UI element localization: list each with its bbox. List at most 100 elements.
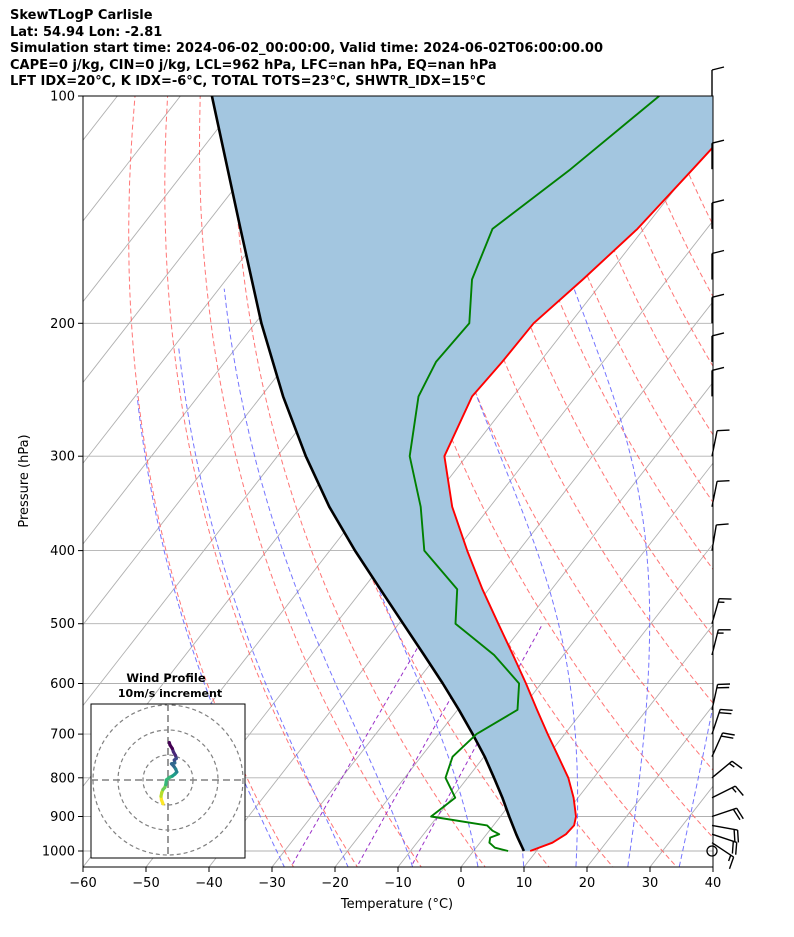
wind-barb-flag [720, 735, 734, 739]
wind-barb-staff [711, 833, 737, 844]
dry-adiabat [232, 96, 486, 867]
wind-barb-calm [706, 845, 718, 857]
wind-barb-staff [711, 824, 738, 831]
wind-barb [711, 708, 733, 735]
y-tick-label: 800 [50, 771, 75, 786]
wind-barb-staff [711, 732, 724, 757]
wind-barb-flag [717, 429, 730, 432]
wind-barb-flag [711, 293, 725, 298]
wind-barb [711, 824, 740, 843]
moist-adiabat [399, 96, 579, 867]
y-axis-label: Pressure (hPa) [17, 434, 32, 527]
hodograph-title: Wind Profile [126, 671, 206, 685]
moist-adiabat [726, 62, 794, 883]
x-axis-label: Temperature (°C) [340, 897, 453, 912]
wind-barb-flag [732, 808, 741, 821]
x-tick-label: 40 [705, 876, 722, 891]
isotherm-line [712, 866, 713, 867]
dry-adiabat [128, 96, 295, 867]
parcel-profile-line [210, 96, 526, 852]
hodograph-subtitle: 10m/s increment [118, 687, 222, 700]
isotherm-line [764, 62, 794, 883]
dry-adiabat [198, 96, 422, 867]
wind-barb-staff [711, 785, 736, 799]
hodograph-segment [167, 740, 172, 747]
y-tick-label: 900 [50, 810, 75, 825]
isotherm-line [586, 704, 713, 867]
dry-adiabat [428, 96, 713, 704]
location-coordinates: Lat: 54.94 Lon: -2.81 [10, 24, 163, 40]
wind-barb-flag [711, 199, 725, 204]
wind-barb [711, 293, 725, 324]
y-tick-label: 200 [50, 317, 75, 332]
wind-barb-flag [728, 856, 735, 870]
wind-barb-flag [736, 830, 740, 843]
wind-barb-flag [720, 708, 733, 711]
moist-adiabat [514, 96, 651, 867]
y-tick-label: 700 [50, 728, 75, 743]
x-tick-label: −30 [258, 876, 285, 891]
simulation-times: Simulation start time: 2024-06-02_00:00:… [10, 41, 603, 56]
wind-barb-half-flag [727, 854, 732, 862]
temperature-line [443, 145, 713, 852]
wind-barb-half-flag [731, 787, 737, 793]
wind-barb-flag [733, 829, 736, 842]
dry-adiabat [740, 62, 794, 883]
dry-adiabat [164, 96, 358, 867]
wind-barb [711, 760, 743, 779]
stability-indices: LFT IDX=20°C, K IDX=-6°C, TOTAL TOTS=23°… [10, 74, 486, 89]
x-axis-ticks: −60 −50 −40 −30 −20 −10 0 10 20 30 40 [69, 867, 721, 891]
wind-barb [711, 249, 725, 280]
wind-barb-flag [722, 732, 735, 736]
wind-barb [711, 139, 725, 170]
dry-adiabat [526, 96, 713, 504]
wind-barb-flag [719, 712, 732, 715]
wind-barb-flag [711, 332, 725, 337]
dry-adiabat [264, 96, 550, 867]
x-tick-label: −10 [384, 876, 411, 891]
dry-adiabat [708, 62, 794, 883]
y-tick-label: 400 [50, 544, 75, 559]
dry-adiabat [362, 96, 713, 839]
wind-barb [711, 785, 744, 799]
x-tick-label: 10 [516, 876, 533, 891]
wind-barb-flag [711, 139, 725, 144]
dry-adiabat [772, 62, 794, 883]
wind-barb [711, 842, 735, 870]
y-axis-ticks: 1000 900 800 700 600 500 400 300 200 100 [42, 90, 83, 860]
y-tick-label: 1000 [42, 845, 75, 860]
x-tick-label: −20 [321, 876, 348, 891]
chart-title: SkewTLogP Carlisle [10, 8, 153, 23]
isotherm-line [523, 623, 713, 867]
wind-barb [711, 807, 744, 821]
cape-cin-area [211, 96, 713, 851]
y-tick-label: 300 [50, 450, 75, 465]
dry-adiabat [558, 96, 713, 436]
x-tick-label: −60 [69, 876, 96, 891]
isotherm-line [83, 96, 244, 303]
x-tick-label: 0 [457, 876, 465, 891]
isotherm-line [83, 96, 307, 384]
isotherm-line [334, 381, 713, 867]
cape-cin-shading [211, 96, 713, 851]
y-tick-label: 500 [50, 617, 75, 632]
dewpoint-line [408, 96, 660, 852]
moist-adiabat [223, 288, 414, 867]
hodograph-inset [90, 703, 246, 859]
x-tick-label: −50 [132, 876, 159, 891]
isotherm-line [208, 220, 713, 867]
wind-barb [711, 366, 725, 397]
wind-barb-flag [731, 760, 743, 770]
wind-barb [706, 845, 718, 857]
wind-barb-flag [711, 366, 725, 372]
wind-barb [711, 629, 731, 656]
mixing-ratio-line [290, 623, 433, 867]
wind-barb [711, 523, 729, 551]
wind-barb-flag [735, 842, 738, 855]
wind-barb [711, 683, 731, 710]
profile-lines [210, 96, 713, 852]
hodograph-contents [91, 704, 245, 858]
wind-barb [711, 429, 730, 457]
isotherm-line [271, 300, 713, 867]
